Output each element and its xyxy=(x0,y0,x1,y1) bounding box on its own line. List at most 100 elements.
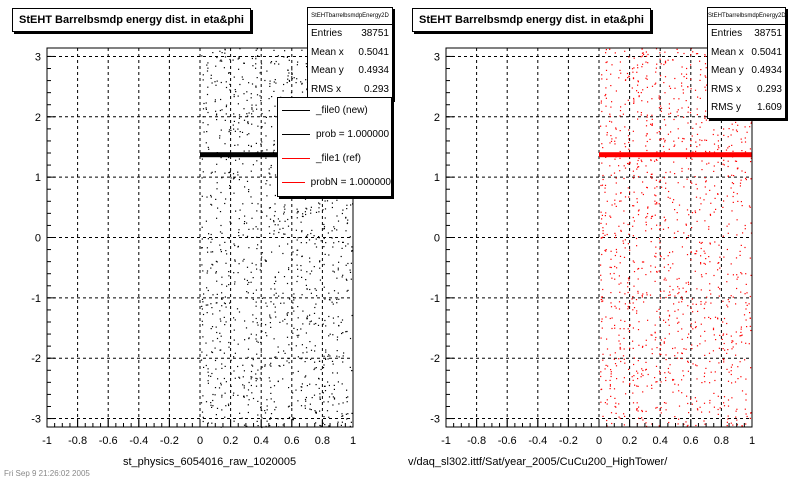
scatter-point xyxy=(645,55,648,57)
scatter-point xyxy=(674,87,676,89)
scatter-point xyxy=(269,218,272,220)
scatter-point xyxy=(606,403,608,405)
scatter-point xyxy=(206,287,208,289)
scatter-point xyxy=(210,267,212,269)
scatter-point xyxy=(278,365,280,367)
scatter-point xyxy=(207,289,209,292)
scatter-point xyxy=(286,336,289,338)
scatter-point xyxy=(214,347,216,349)
scatter-point xyxy=(287,75,289,77)
scatter-point xyxy=(732,340,734,342)
scatter-point xyxy=(637,360,639,362)
scatter-point xyxy=(646,186,648,188)
scatter-point xyxy=(233,420,235,422)
y-tick-label: 3 xyxy=(35,51,41,63)
scatter-point xyxy=(327,401,329,403)
scatter-point xyxy=(641,55,644,57)
scatter-point xyxy=(301,230,303,232)
scatter-point xyxy=(735,354,737,356)
scatter-point xyxy=(286,323,288,325)
scatter-point xyxy=(637,84,639,86)
scatter-point xyxy=(239,131,241,133)
scatter-point xyxy=(200,402,203,404)
scatter-point xyxy=(248,228,250,230)
scatter-point xyxy=(727,273,729,275)
scatter-point xyxy=(646,171,648,173)
scatter-point xyxy=(257,55,259,57)
scatter-point xyxy=(275,280,277,282)
scatter-point xyxy=(219,341,221,343)
stats-row: Mean x 0.5041 xyxy=(308,44,392,63)
scatter-point xyxy=(600,100,602,102)
scatter-point xyxy=(645,77,647,79)
scatter-point xyxy=(283,206,285,208)
scatter-point xyxy=(341,247,343,249)
scatter-point xyxy=(602,178,604,181)
scatter-point xyxy=(654,200,656,202)
scatter-point xyxy=(658,97,660,99)
scatter-point xyxy=(205,304,207,306)
scatter-point xyxy=(632,392,634,394)
scatter-point xyxy=(744,246,746,249)
scatter-point xyxy=(250,384,252,387)
scatter-point xyxy=(600,264,602,266)
scatter-point xyxy=(342,274,344,276)
scatter-point xyxy=(229,171,231,174)
scatter-point xyxy=(682,92,684,94)
scatter-point xyxy=(270,326,272,328)
scatter-point xyxy=(717,145,719,147)
scatter-point xyxy=(202,416,204,418)
scatter-point xyxy=(270,61,273,63)
scatter-point xyxy=(645,274,647,276)
scatter-point xyxy=(668,107,670,109)
scatter-point xyxy=(342,241,344,243)
scatter-point xyxy=(627,286,629,288)
scatter-point xyxy=(627,308,629,310)
scatter-point xyxy=(234,283,236,285)
scatter-point xyxy=(201,158,203,160)
scatter-point xyxy=(292,392,294,394)
scatter-point xyxy=(655,256,657,258)
scatter-point xyxy=(292,251,294,253)
scatter-point xyxy=(619,130,621,132)
scatter-point xyxy=(333,271,335,273)
scatter-point xyxy=(709,243,711,245)
scatter-point xyxy=(308,239,311,241)
scatter-point xyxy=(745,177,747,179)
scatter-point xyxy=(658,131,660,133)
scatter-point xyxy=(260,71,262,73)
scatter-point xyxy=(667,319,670,321)
scatter-point xyxy=(615,127,617,129)
scatter-point xyxy=(221,52,223,54)
scatter-point xyxy=(624,362,626,364)
scatter-point xyxy=(216,331,218,334)
scatter-point xyxy=(237,171,239,173)
scatter-point xyxy=(681,379,683,381)
scatter-point xyxy=(633,375,635,377)
scatter-point xyxy=(718,347,720,349)
scatter-point xyxy=(624,143,626,145)
scatter-point xyxy=(629,324,631,326)
scatter-point xyxy=(660,138,663,140)
scatter-point xyxy=(638,96,640,98)
scatter-point xyxy=(703,199,705,201)
scatter-point xyxy=(288,72,290,74)
scatter-point xyxy=(221,298,223,300)
scatter-point xyxy=(306,88,308,90)
scatter-point xyxy=(646,149,648,152)
scatter-point xyxy=(718,262,720,264)
scatter-point xyxy=(207,124,209,126)
scatter-point xyxy=(246,235,249,237)
scatter-point xyxy=(224,119,226,121)
scatter-point xyxy=(732,424,734,426)
scatter-point xyxy=(646,133,648,135)
scatter-point xyxy=(251,83,254,85)
scatter-point xyxy=(318,202,320,204)
scatter-point xyxy=(717,262,719,264)
scatter-point xyxy=(743,314,746,316)
scatter-point xyxy=(697,96,699,98)
scatter-point xyxy=(238,114,241,116)
scatter-point xyxy=(296,329,298,331)
scatter-point xyxy=(600,388,602,391)
scatter-point xyxy=(234,89,236,91)
